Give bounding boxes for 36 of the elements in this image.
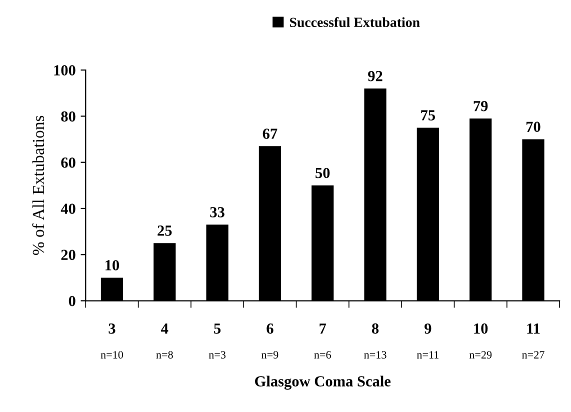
x-tick-label: 7 <box>320 324 326 334</box>
data-label: 70 <box>526 122 540 132</box>
data-label: 10 <box>106 260 120 270</box>
x-tick-label: 10 <box>474 323 488 334</box>
data-label: 75 <box>421 110 436 120</box>
data-label: 79 <box>474 100 488 112</box>
x-axis-title: Glasgow Coma Scale <box>255 376 391 390</box>
y-axis-title: % of All Extubations <box>32 116 44 255</box>
legend-label: Successful Extubation <box>290 17 420 28</box>
y-tick-label: 40 <box>60 204 76 214</box>
data-label: 50 <box>316 168 330 178</box>
text: n=10 <box>100 351 124 359</box>
text: n=29 <box>469 351 492 359</box>
y-tick-label: 20 <box>61 250 76 260</box>
y-tick-label: 60 <box>61 157 76 168</box>
text: n=6 <box>314 351 331 359</box>
text: n=3 <box>208 351 226 359</box>
y-tick-label: 100 <box>54 65 76 76</box>
x-tick-label: 3 <box>108 323 116 334</box>
x-tick-label: 8 <box>372 323 379 334</box>
data-label: 92 <box>368 70 382 82</box>
data-label: 33 <box>210 207 224 218</box>
x-tick-label: 6 <box>266 323 274 334</box>
x-tick-label: 9 <box>424 323 432 334</box>
y-tick-label: 0 <box>68 296 76 306</box>
x-tick-label: 4 <box>161 324 168 334</box>
data-label: 67 <box>262 128 278 139</box>
x-tick-label: 11 <box>527 324 540 334</box>
y-tick-label: 80 <box>61 111 76 122</box>
x-tick-label: 5 <box>214 324 221 334</box>
text: n=11 <box>416 351 439 358</box>
text: n=8 <box>156 351 173 359</box>
text: n=9 <box>262 351 278 359</box>
text: n=13 <box>364 351 386 359</box>
data-label: 25 <box>158 226 172 236</box>
text: n=27 <box>522 351 544 358</box>
